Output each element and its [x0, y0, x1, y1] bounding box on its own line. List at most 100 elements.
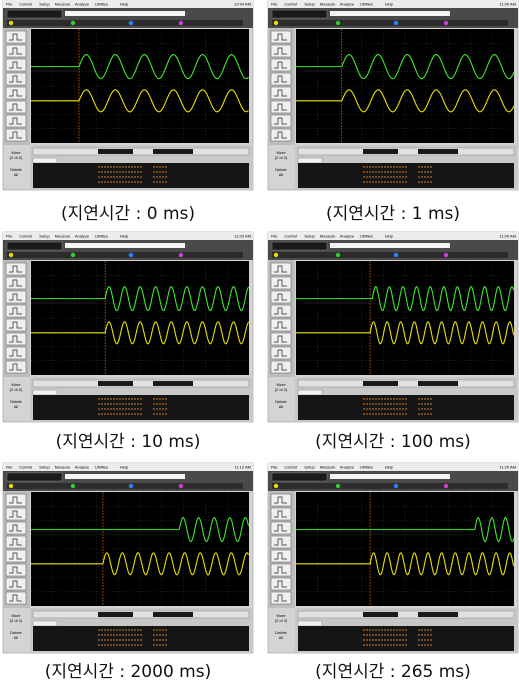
tool-button[interactable] [271, 550, 291, 562]
menu-item[interactable]: Utilities [95, 464, 108, 469]
tool-button[interactable] [6, 361, 26, 373]
menu-item[interactable]: Control [19, 1, 32, 6]
tab[interactable] [298, 390, 322, 395]
more-page[interactable]: (2 of 2) [10, 618, 23, 623]
tool-button[interactable] [271, 31, 291, 43]
tool-button[interactable] [6, 73, 26, 85]
menu-item[interactable]: Analyze [75, 1, 90, 6]
menu-item[interactable]: Utilities [360, 1, 373, 6]
tool-button[interactable] [271, 277, 291, 289]
tool-button[interactable] [6, 291, 26, 303]
menu-item[interactable]: Setup [39, 1, 50, 6]
tool-button[interactable] [6, 129, 26, 141]
menu-item[interactable]: Help [385, 233, 394, 238]
tool-button[interactable] [6, 522, 26, 534]
tool-button[interactable] [271, 578, 291, 590]
tool-button[interactable] [6, 59, 26, 71]
tool-button[interactable] [6, 115, 26, 127]
tool-button[interactable] [271, 129, 291, 141]
menu-item[interactable]: Control [284, 464, 297, 469]
menu-item[interactable]: Setup [39, 233, 50, 238]
delete-all[interactable]: All [279, 635, 284, 640]
tool-button[interactable] [6, 508, 26, 520]
menu-item[interactable]: Help [385, 1, 394, 6]
tool-button[interactable] [271, 564, 291, 576]
tool-button[interactable] [6, 277, 26, 289]
tool-button[interactable] [271, 101, 291, 113]
menu-item[interactable]: Setup [39, 464, 50, 469]
tab[interactable] [298, 158, 322, 163]
menu-item[interactable]: Control [19, 233, 32, 238]
menu-item[interactable]: Analyze [340, 1, 355, 6]
menu-item[interactable]: Control [284, 1, 297, 6]
tool-button[interactable] [6, 333, 26, 345]
tool-button[interactable] [271, 87, 291, 99]
tool-button[interactable] [6, 494, 26, 506]
tool-button[interactable] [271, 59, 291, 71]
tool-button[interactable] [271, 291, 291, 303]
tool-button[interactable] [271, 333, 291, 345]
more-page[interactable]: (2 of 2) [10, 155, 23, 160]
tool-button[interactable] [271, 508, 291, 520]
more-page[interactable]: (2 of 2) [275, 155, 288, 160]
menu-item[interactable]: Help [120, 464, 129, 469]
tool-button[interactable] [6, 550, 26, 562]
more-page[interactable]: (2 of 2) [275, 618, 288, 623]
menu-item[interactable]: Control [19, 464, 32, 469]
menu-item[interactable]: Analyze [340, 233, 355, 238]
tool-button[interactable] [271, 45, 291, 57]
more-page[interactable]: (2 of 2) [10, 387, 23, 392]
tab[interactable] [33, 621, 57, 626]
menu-item[interactable]: Measure [320, 233, 336, 238]
menu-item[interactable]: Utilities [360, 464, 373, 469]
menu-item[interactable]: File [6, 464, 13, 469]
tool-button[interactable] [6, 87, 26, 99]
tool-button[interactable] [271, 347, 291, 359]
menu-item[interactable]: File [271, 464, 278, 469]
tool-button[interactable] [6, 31, 26, 43]
tool-button[interactable] [271, 73, 291, 85]
tool-button[interactable] [6, 263, 26, 275]
menu-item[interactable]: Utilities [95, 233, 108, 238]
tab[interactable] [33, 158, 57, 163]
menu-item[interactable]: Measure [320, 464, 336, 469]
menu-item[interactable]: Setup [304, 1, 315, 6]
tool-button[interactable] [6, 578, 26, 590]
menu-item[interactable]: File [271, 1, 278, 6]
tool-button[interactable] [271, 494, 291, 506]
menu-item[interactable]: Utilities [95, 1, 108, 6]
tool-button[interactable] [271, 361, 291, 373]
menu-item[interactable]: Analyze [75, 233, 90, 238]
menu-item[interactable]: Measure [320, 1, 336, 6]
delete-all[interactable]: All [14, 404, 19, 409]
menu-item[interactable]: Utilities [360, 233, 373, 238]
tool-button[interactable] [271, 319, 291, 331]
tool-button[interactable] [6, 347, 26, 359]
tool-button[interactable] [271, 305, 291, 317]
tool-button[interactable] [6, 536, 26, 548]
tool-button[interactable] [6, 592, 26, 604]
delete-all[interactable]: All [14, 635, 19, 640]
delete-all[interactable]: All [279, 172, 284, 177]
menu-item[interactable]: Help [120, 1, 129, 6]
menu-item[interactable]: Measure [55, 464, 71, 469]
menu-item[interactable]: Measure [55, 233, 71, 238]
tool-button[interactable] [6, 101, 26, 113]
tab[interactable] [33, 390, 57, 395]
tool-button[interactable] [271, 263, 291, 275]
tool-button[interactable] [6, 305, 26, 317]
menu-item[interactable]: Help [120, 233, 129, 238]
tool-button[interactable] [6, 564, 26, 576]
menu-item[interactable]: File [6, 233, 13, 238]
tool-button[interactable] [271, 522, 291, 534]
tool-button[interactable] [6, 319, 26, 331]
menu-item[interactable]: Measure [55, 1, 71, 6]
menu-item[interactable]: Help [385, 464, 394, 469]
menu-item[interactable]: Control [284, 233, 297, 238]
delete-all[interactable]: All [279, 404, 284, 409]
menu-item[interactable]: File [6, 1, 13, 6]
menu-item[interactable]: Analyze [75, 464, 90, 469]
tool-button[interactable] [271, 536, 291, 548]
menu-item[interactable]: Analyze [340, 464, 355, 469]
delete-all[interactable]: All [14, 172, 19, 177]
